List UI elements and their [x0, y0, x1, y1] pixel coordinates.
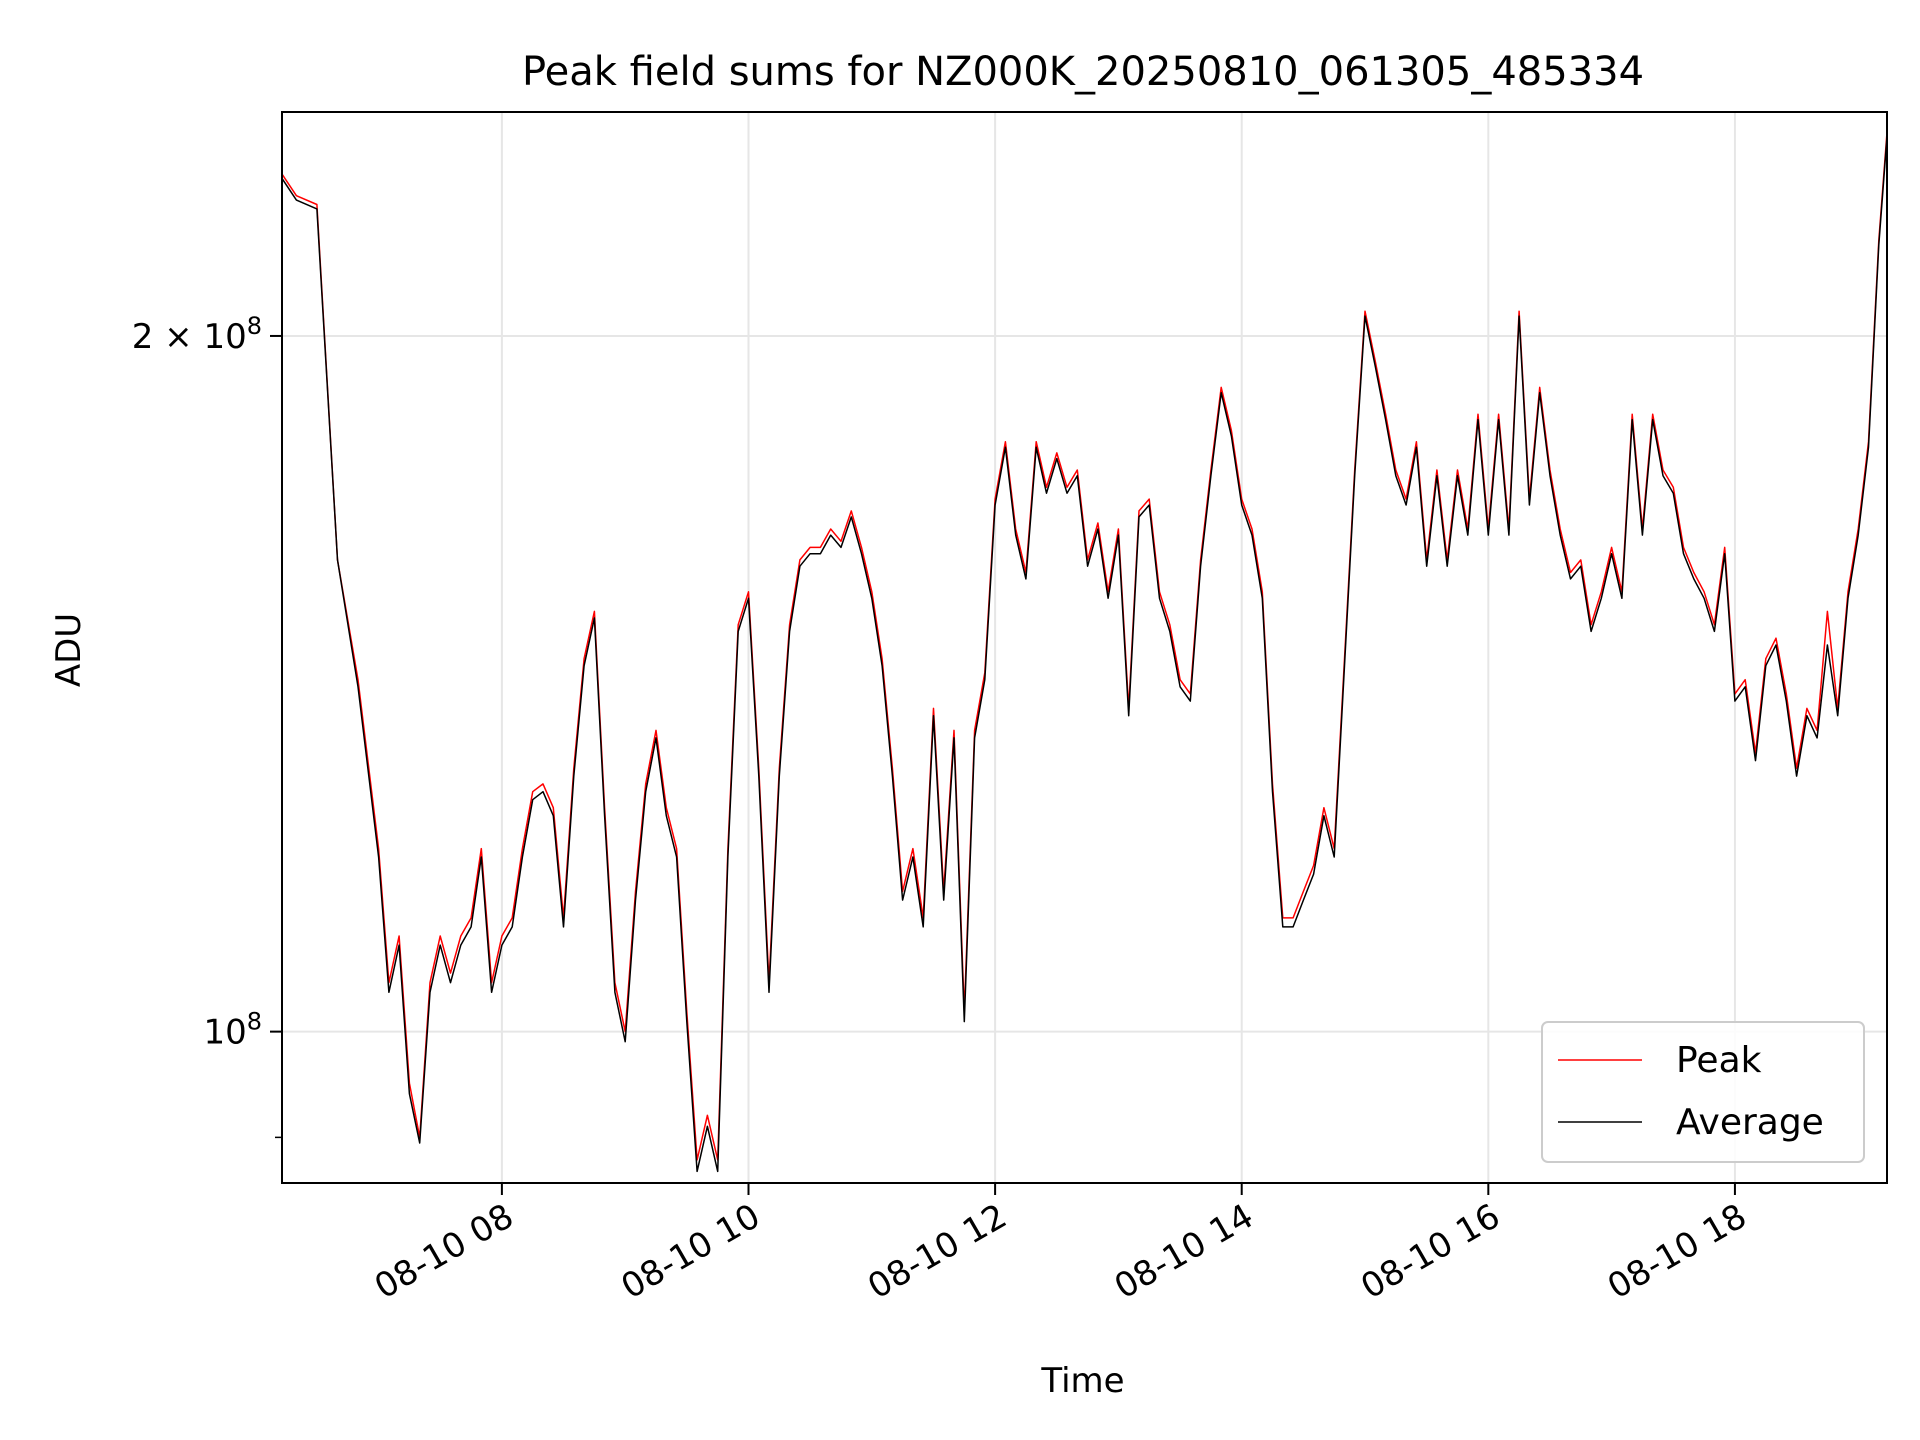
legend-box [1541, 1021, 1865, 1163]
y-tick-label: 2 × 108 [132, 312, 262, 357]
legend-label-peak: Peak [1676, 1040, 1762, 1081]
x-axis-title: Time [1040, 1361, 1124, 1401]
y-axis: 108 2 × 108 [132, 312, 282, 1139]
y-tick-label: 108 [203, 1008, 262, 1053]
series-layer [281, 132, 1888, 1173]
chart-title: Peak field sums for NZ000K_20250810_0613… [522, 49, 1644, 95]
legend: Peak Average [1541, 1021, 1865, 1163]
legend-label-average: Average [1676, 1102, 1824, 1143]
y-axis-title: ADU [49, 613, 89, 687]
series-line-average [281, 136, 1888, 1173]
plot-frame [281, 111, 1888, 1184]
